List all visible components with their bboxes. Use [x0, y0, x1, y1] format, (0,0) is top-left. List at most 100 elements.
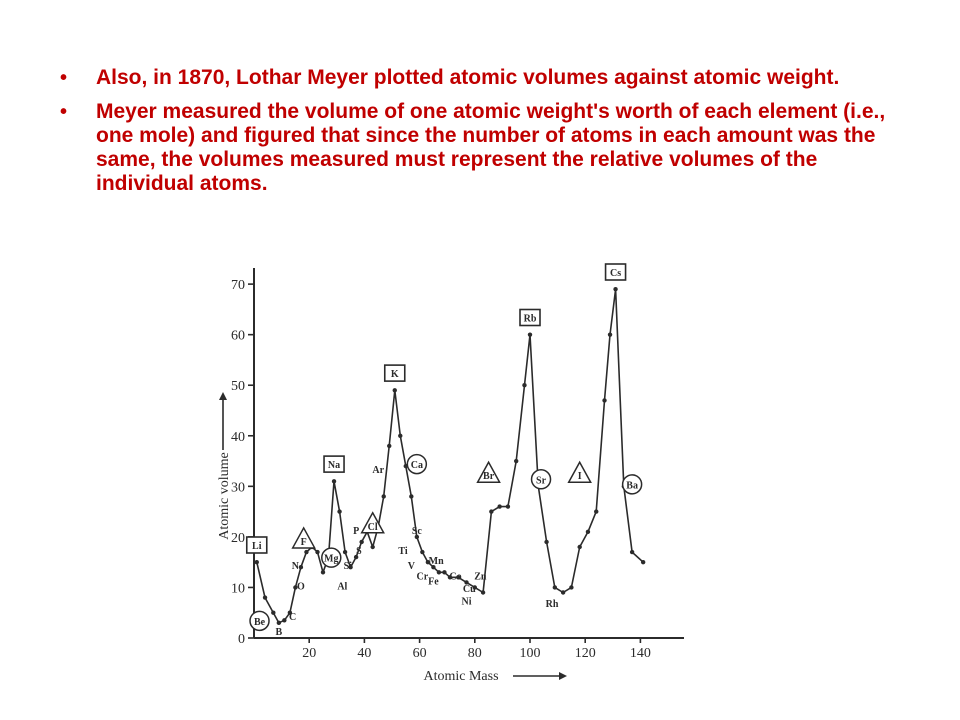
- bullet-text: Meyer measured the volume of one atomic …: [96, 100, 886, 195]
- data-point: [348, 565, 353, 570]
- element-label: F: [301, 537, 307, 548]
- data-point: [398, 433, 403, 438]
- data-point: [431, 565, 436, 570]
- data-point: [337, 509, 342, 514]
- data-point: [414, 534, 420, 540]
- data-point: [436, 570, 442, 575]
- data-point: [464, 580, 469, 585]
- element-label: Li: [252, 541, 262, 552]
- element-label: K: [391, 369, 399, 380]
- element-box: [604, 263, 627, 281]
- data-point: [552, 585, 558, 590]
- data-point: [315, 549, 320, 555]
- y-tick-label: 0: [238, 632, 245, 647]
- element-triangle: [360, 511, 385, 534]
- element-label: Si: [344, 561, 353, 572]
- x-tick-label: 80: [468, 646, 482, 661]
- element-label: Na: [328, 460, 340, 471]
- data-point: [320, 570, 326, 575]
- element-label: Fe: [428, 576, 439, 587]
- element-label: N: [292, 561, 300, 572]
- data-point: [420, 549, 425, 555]
- data-point: [505, 504, 511, 509]
- bullet-dot: •: [60, 101, 68, 123]
- data-point: [544, 539, 549, 545]
- element-label: Be: [254, 617, 266, 628]
- data-point: [392, 388, 397, 393]
- element-label: B: [276, 627, 283, 638]
- data-point: [594, 509, 599, 514]
- element-circle: [530, 469, 552, 490]
- element-label: Co: [449, 571, 461, 582]
- data-point: [456, 575, 461, 580]
- x-axis-label: Atomic Mass: [423, 669, 498, 684]
- data-point: [480, 590, 486, 595]
- element-label: Cl: [368, 522, 378, 533]
- x-tick-label: 40: [357, 646, 371, 661]
- data-point: [640, 559, 646, 565]
- element-label: Sc: [412, 526, 423, 537]
- element-label: I: [578, 471, 582, 482]
- data-point: [514, 458, 519, 464]
- element-label: Rh: [546, 599, 559, 610]
- element-label: S: [356, 546, 362, 557]
- element-label: Cs: [610, 268, 621, 279]
- data-point: [304, 549, 309, 555]
- element-circle: [249, 610, 270, 632]
- element-box: [383, 364, 406, 382]
- data-point: [359, 539, 364, 545]
- element-label: Mn: [429, 556, 444, 567]
- x-axis-arrow-head: [559, 672, 567, 680]
- bullet-item: • Also, in 1870, Lothar Meyer plotted at…: [60, 66, 910, 90]
- data-point: [298, 565, 304, 570]
- data-point: [381, 494, 386, 499]
- element-label: Br: [483, 471, 495, 482]
- data-point: [353, 554, 359, 560]
- data-point: [276, 620, 282, 626]
- data-point: [370, 544, 375, 550]
- y-tick-label: 20: [231, 531, 245, 546]
- data-point: [282, 618, 287, 623]
- y-axis-arrow-head: [219, 392, 227, 400]
- data-point: [425, 559, 431, 565]
- element-label: Ca: [411, 460, 423, 471]
- element-box: [519, 308, 541, 327]
- data-point: [607, 332, 613, 337]
- element-circle: [321, 547, 342, 568]
- element-label: Ti: [398, 546, 407, 557]
- data-point: [629, 549, 635, 555]
- chart-svg: 0 10 20 30 40 50 60 70 20 40 60 80 100 120 140 Atomic M…: [217, 263, 684, 684]
- data-point: [613, 286, 618, 292]
- data-point: [442, 570, 447, 575]
- element-label: Ba: [626, 480, 638, 491]
- data-point: [293, 585, 298, 590]
- data-point: [447, 575, 453, 580]
- element-triangle: [567, 460, 592, 483]
- data-point: [271, 610, 276, 615]
- bullet-dot: •: [60, 67, 68, 89]
- x-tick-label: 120: [575, 646, 596, 661]
- data-point: [522, 383, 527, 388]
- data-point: [387, 443, 392, 449]
- data-point: [489, 509, 494, 514]
- element-label: Mg: [324, 554, 338, 565]
- element-triangle: [476, 460, 501, 483]
- y-tick-label: 60: [231, 329, 245, 344]
- y-tick-label: 40: [231, 430, 245, 445]
- element-label: Al: [337, 581, 347, 592]
- element-label: P: [353, 526, 359, 537]
- element-label: Ni: [462, 597, 472, 608]
- atomic-volume-chart: 0 10 20 30 40 50 60 70 20 40 60 80 100 120 140 Atomic M…: [208, 260, 708, 700]
- data-point: [331, 479, 337, 484]
- data-point: [262, 595, 268, 600]
- element-circle: [406, 453, 428, 475]
- y-axis-label: Atomic volume: [217, 452, 232, 540]
- y-tick-label: 50: [231, 379, 245, 394]
- data-point: [527, 332, 533, 337]
- data-point: [569, 585, 574, 590]
- element-label: Ar: [372, 465, 384, 476]
- element-label: Cr: [417, 571, 429, 582]
- data-point: [342, 549, 348, 555]
- data-point: [560, 590, 566, 595]
- element-box: [245, 536, 268, 554]
